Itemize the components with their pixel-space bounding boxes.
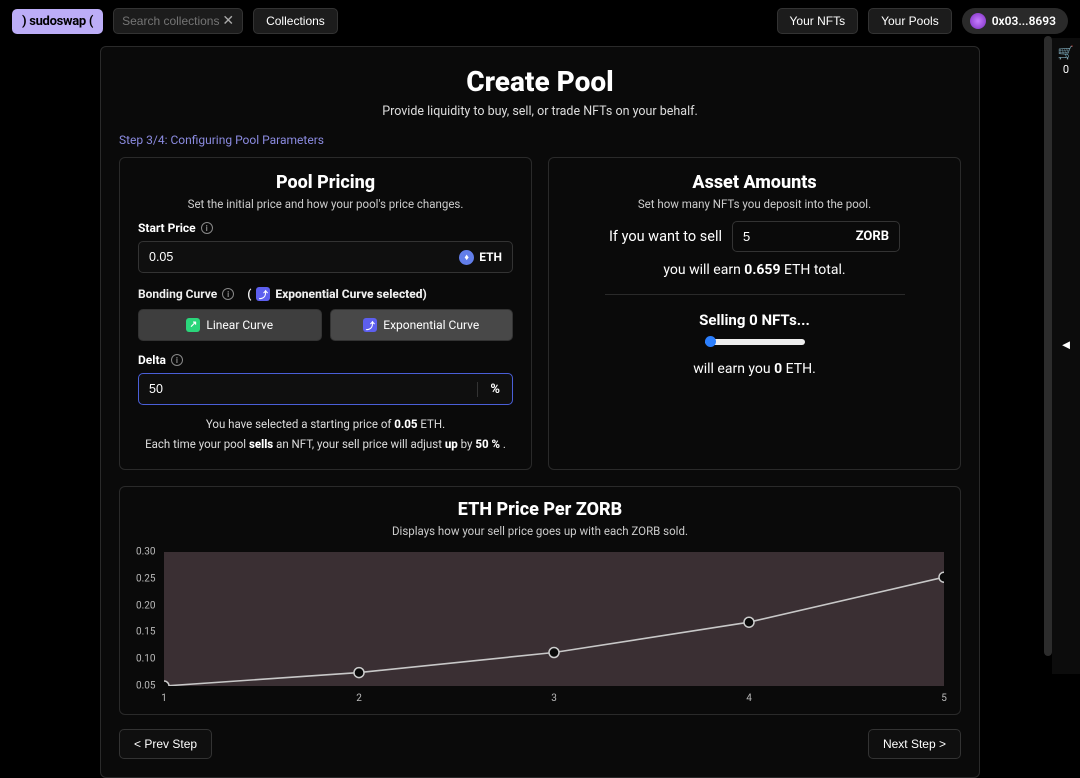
y-axis-label: 0.10	[136, 654, 156, 665]
wallet-address: 0x03...8693	[992, 14, 1056, 28]
bonding-curve-label: Bonding Curve	[138, 287, 217, 301]
assets-heading: Asset Amounts	[567, 172, 942, 193]
your-nfts-button[interactable]: Your NFTs	[777, 8, 859, 34]
cart-sidebar[interactable]: 🛒 0	[1052, 38, 1080, 674]
y-axis-label: 0.25	[136, 573, 156, 584]
x-axis-label: 5	[941, 693, 947, 704]
cart-count: 0	[1063, 63, 1069, 76]
pricing-summary-1: You have selected a starting price of 0.…	[138, 417, 513, 431]
divider	[605, 294, 905, 295]
delta-input[interactable]	[139, 374, 477, 404]
x-axis-label: 2	[356, 693, 362, 704]
y-axis-label: 0.20	[136, 600, 156, 611]
pricing-summary-2: Each time your pool sells an NFT, your s…	[138, 437, 513, 451]
linear-curve-button[interactable]: ↗ Linear Curve	[138, 309, 322, 341]
want-to-sell-label: If you want to sell	[609, 228, 722, 245]
chart-desc: Displays how your sell price goes up wit…	[136, 524, 944, 538]
step-indicator: Step 3/4: Configuring Pool Parameters	[119, 133, 979, 147]
start-price-label: Start Price i	[138, 221, 513, 235]
delta-label: Delta i	[138, 353, 513, 367]
price-chart-panel: ETH Price Per ZORB Displays how your sel…	[119, 486, 961, 715]
search-input[interactable]	[122, 14, 222, 28]
delta-input-row[interactable]: %	[138, 373, 513, 405]
create-pool-card: Create Pool Provide liquidity to buy, se…	[100, 46, 980, 778]
x-axis-label: 1	[161, 693, 167, 704]
start-price-input[interactable]	[139, 242, 449, 272]
clear-search-icon[interactable]: ✕	[222, 13, 234, 29]
page-subtitle: Provide liquidity to buy, sell, or trade…	[101, 104, 979, 119]
sell-amount-input-row[interactable]: ZORB	[732, 221, 900, 252]
asset-amounts-panel: Asset Amounts Set how many NFTs you depo…	[548, 157, 961, 470]
info-icon[interactable]: i	[222, 288, 234, 300]
sell-slider[interactable]	[705, 339, 805, 345]
exponential-curve-button[interactable]: ⤴ Exponential Curve	[330, 309, 514, 341]
y-axis-label: 0.30	[136, 547, 156, 558]
scrollbar[interactable]	[1044, 36, 1052, 656]
start-price-input-row[interactable]: ♦ ETH	[138, 241, 513, 273]
will-earn: will earn you 0 ETH.	[567, 361, 942, 377]
collections-button[interactable]: Collections	[253, 8, 338, 34]
next-step-button[interactable]: Next Step >	[868, 729, 961, 759]
info-icon[interactable]: i	[171, 354, 183, 366]
page-title: Create Pool	[101, 65, 979, 98]
eth-icon: ♦	[459, 250, 474, 265]
wallet-avatar-icon	[970, 13, 986, 29]
logo[interactable]: ) sudoswap (	[12, 9, 103, 34]
info-icon[interactable]: i	[201, 222, 213, 234]
cart-icon[interactable]: 🛒	[1058, 46, 1074, 61]
pct-unit: %	[477, 382, 512, 397]
exp-badge-icon: ⤴	[363, 318, 377, 332]
search-box[interactable]: ✕	[113, 8, 243, 34]
pricing-heading: Pool Pricing	[138, 172, 513, 193]
expand-sidebar-icon[interactable]: ◄	[1052, 337, 1080, 353]
chart-heading: ETH Price Per ZORB	[136, 499, 944, 520]
earn-total: you will earn 0.659 ETH total.	[567, 262, 942, 278]
prev-step-button[interactable]: < Prev Step	[119, 729, 212, 759]
your-pools-button[interactable]: Your Pools	[868, 8, 952, 34]
linear-badge-icon: ↗	[186, 318, 200, 332]
chart-area: 0.05 0.10 0.15 0.20 0.25 0.30 1 2 3 4 5	[136, 546, 944, 704]
bonding-selected: Exponential Curve selected)	[275, 287, 426, 301]
y-axis-label: 0.05	[136, 681, 156, 692]
token-symbol: ZORB	[856, 229, 899, 244]
y-axis-label: 0.15	[136, 627, 156, 638]
eth-tag: ♦ ETH	[449, 250, 512, 265]
exp-badge-icon: ⤴	[256, 287, 270, 301]
x-axis-label: 3	[551, 693, 557, 704]
selling-count: Selling 0 NFTs...	[567, 311, 942, 329]
pool-pricing-panel: Pool Pricing Set the initial price and h…	[119, 157, 532, 470]
sell-amount-input[interactable]	[733, 222, 823, 251]
wallet-button[interactable]: 0x03...8693	[962, 8, 1068, 34]
slider-thumb[interactable]	[705, 336, 716, 347]
x-axis-label: 4	[746, 693, 752, 704]
pricing-desc: Set the initial price and how your pool'…	[138, 197, 513, 211]
assets-desc: Set how many NFTs you deposit into the p…	[567, 197, 942, 211]
